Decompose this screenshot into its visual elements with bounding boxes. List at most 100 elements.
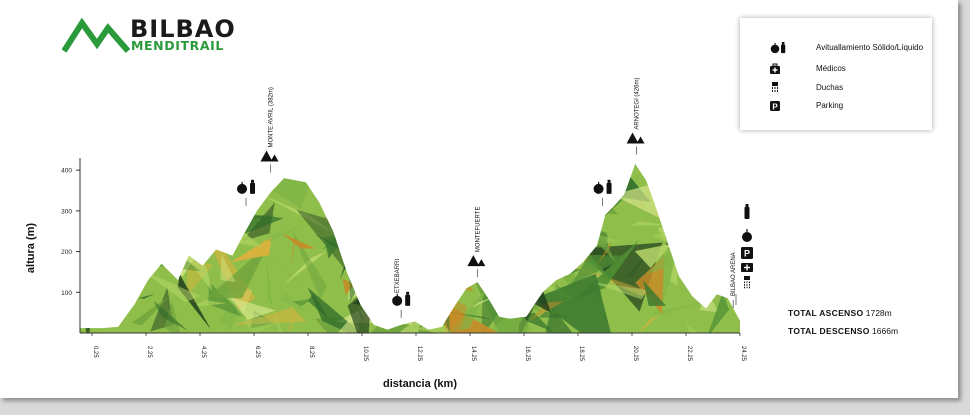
terrain-facet [148, 164, 203, 188]
x-tick-label: 0.25 [92, 346, 98, 358]
x-tick-label: 18.25 [578, 346, 584, 362]
terrain-facet [648, 164, 669, 188]
terrain-facet [231, 297, 276, 320]
x-tick-label: 8.25 [308, 346, 314, 358]
terrain-facet [399, 185, 420, 227]
x-tick-label: 20.25 [632, 346, 638, 362]
terrain-facet [384, 171, 409, 181]
terrain-facet [168, 164, 215, 192]
terrain-facet [135, 164, 171, 171]
terrain-facet [348, 241, 365, 302]
terrain-facet [171, 199, 225, 207]
terrain-facet [281, 233, 316, 249]
x-tick-label: 24.25 [740, 346, 746, 362]
terrain-facet [527, 164, 593, 210]
apple-stem [598, 181, 600, 185]
terrain-facet [267, 224, 308, 242]
terrain-facet [131, 296, 169, 326]
terrain-facet [392, 234, 421, 258]
terrain-facet [346, 164, 412, 214]
terrain-facet [266, 253, 273, 309]
terrain-facet [501, 294, 541, 312]
medical-kit-icon [770, 63, 780, 74]
terrain-facet [231, 236, 272, 263]
terrain-facet [386, 209, 394, 232]
x-tick-label: 10.25 [362, 346, 368, 362]
bottle-icon [405, 294, 411, 306]
terrain-facet [477, 168, 506, 194]
terrain-facet [104, 184, 164, 239]
terrain-facet [694, 228, 731, 284]
terrain-facet [397, 315, 423, 333]
medical-cross-h [744, 266, 750, 269]
x-tick-label: 12.25 [416, 346, 422, 362]
peak-label: MONTE AVRIL (382m) [269, 87, 275, 147]
terrain-facet [570, 254, 630, 286]
terrain-facet [140, 269, 201, 303]
terrain-facet [631, 221, 667, 226]
terrain-facet [63, 333, 117, 361]
y-tick-label: 300 [61, 208, 72, 215]
bottle-icon [250, 182, 256, 194]
apple-icon [392, 295, 403, 306]
peak-label: MONTEFUERTE [475, 207, 481, 253]
terrain-facet [241, 166, 251, 223]
terrain-facet [638, 313, 661, 333]
terrain-facet [82, 176, 136, 192]
peak-label: ARNOTEGI (426m) [635, 78, 641, 130]
terrain-facet [496, 164, 545, 232]
terrain-facet [342, 278, 355, 295]
shower-drop [746, 286, 748, 289]
terrain-facet [465, 183, 501, 212]
terrain-facet [706, 292, 730, 333]
terrain-facet [594, 236, 616, 262]
shower-drop [744, 284, 745, 286]
terrain-facet [447, 251, 455, 274]
y-axis-label: altura (m) [25, 223, 37, 273]
terrain-facet [358, 164, 426, 183]
x-tick-label: 14.25 [470, 346, 476, 362]
x-tick-label: 6.25 [254, 346, 260, 358]
total-ascent: TOTAL ASCENSO 1728m [788, 308, 892, 318]
terrain-facet [633, 189, 646, 209]
mountain-icon [270, 154, 279, 162]
parking-letter: P [744, 249, 750, 259]
terrain-facet [90, 234, 128, 264]
terrain-facet [259, 193, 337, 235]
terrain-facet [407, 118, 443, 139]
shower-icon [744, 276, 750, 280]
terrain-facet [279, 292, 310, 315]
legend-label-aid: Avituallamiento Sólido/Líquido [816, 43, 924, 52]
apple-stem [746, 229, 748, 232]
terrain-facet [529, 301, 565, 321]
bottle-cap [745, 204, 749, 207]
terrain-facet [534, 273, 618, 333]
terrain-facet [537, 164, 558, 177]
terrain-facet [104, 217, 130, 258]
total-descent-value: 1666m [872, 326, 899, 336]
terrain-facet [153, 300, 189, 331]
terrain-facet [163, 230, 213, 292]
terrain-facet [274, 313, 283, 333]
svg-text:P: P [772, 103, 778, 112]
shower-drop [744, 286, 745, 289]
terrain-facet [191, 164, 199, 192]
y-tick-label: 400 [61, 168, 72, 175]
shower-drop [749, 281, 750, 284]
terrain-facet [378, 311, 393, 329]
terrain-facet [381, 238, 414, 260]
terrain-facet [541, 200, 586, 251]
terrain-facet [309, 164, 371, 191]
terrain-facet [232, 307, 307, 326]
terrain-facet [661, 190, 739, 246]
terrain-facet [447, 165, 456, 208]
shower-drop [744, 281, 745, 284]
aid-station-marker [392, 291, 411, 306]
terrain-facet [162, 164, 173, 181]
terrain-facet [302, 307, 361, 333]
terrain-facet [595, 164, 630, 166]
terrain-facet [563, 244, 566, 281]
terrain-facet [694, 261, 703, 288]
terrain-facet [364, 204, 397, 224]
terrain-facet [451, 135, 492, 145]
